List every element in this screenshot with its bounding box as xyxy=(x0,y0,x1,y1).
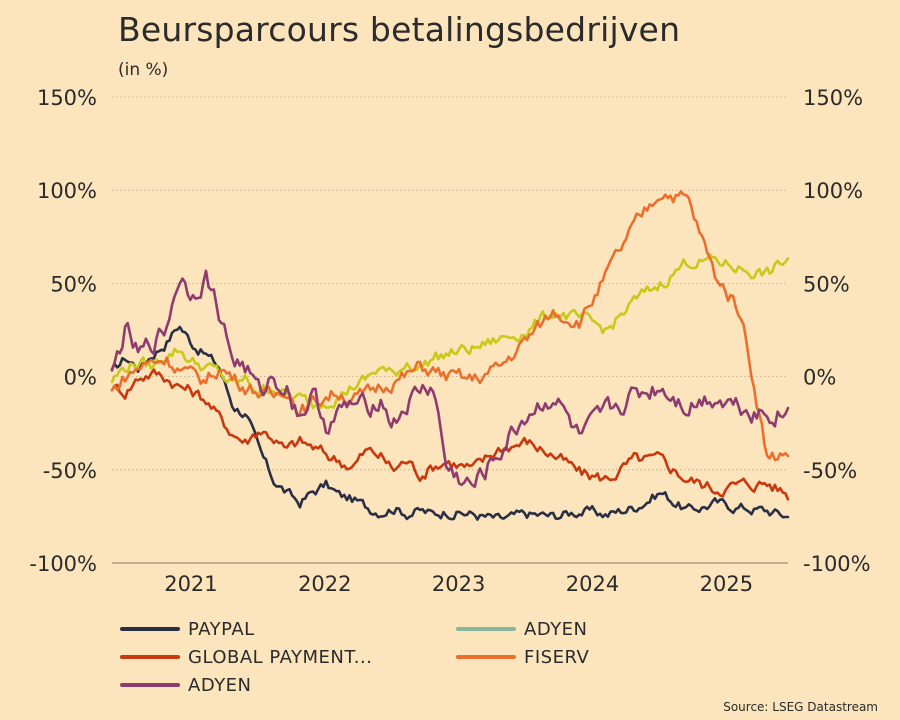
series-line-fiserv xyxy=(110,190,790,462)
legend-label: GLOBAL PAYMENT... xyxy=(188,646,373,668)
y-tick-label-left: -50% xyxy=(43,459,97,483)
series-line-global-payments xyxy=(110,368,790,501)
y-tick-label-right: 50% xyxy=(803,272,850,296)
y-tick-label-right: -100% xyxy=(803,552,871,576)
legend-item-paypal: PAYPAL xyxy=(120,616,255,642)
legend-label: FISERV xyxy=(524,646,590,668)
legend: PAYPAL ADYEN GLOBAL PAYMENT... FISERV AD… xyxy=(120,616,680,700)
legend-label: ADYEN xyxy=(524,618,588,640)
legend-item-adyen-purple: ADYEN xyxy=(120,672,252,698)
series-line-adyen-green xyxy=(110,252,790,410)
legend-item-fiserv: FISERV xyxy=(456,644,589,670)
y-tick-label-left: 100% xyxy=(37,179,97,203)
series-line-adyen-purple xyxy=(110,269,790,489)
x-tick-label: 2021 xyxy=(164,572,217,596)
legend-swatch xyxy=(456,627,516,631)
y-tick-label-left: -100% xyxy=(29,552,97,576)
x-tick-label: 2024 xyxy=(566,572,619,596)
legend-label: PAYPAL xyxy=(188,618,255,640)
source-note: Source: LSEG Datastream xyxy=(723,700,878,714)
y-tick-label-left: 0% xyxy=(64,366,97,390)
legend-item-global-payments: GLOBAL PAYMENT... xyxy=(120,644,372,670)
y-tick-label-left: 50% xyxy=(50,272,97,296)
y-tick-label-right: 0% xyxy=(803,366,836,390)
legend-item-adyen-green: ADYEN xyxy=(456,616,588,642)
legend-swatch xyxy=(120,683,180,687)
y-tick-label-right: 150% xyxy=(803,86,863,110)
y-tick-label-left: 150% xyxy=(37,86,97,110)
line-chart: 150% 150% 100% 100% 50% 50% 0% 0% -50% -50% -100% -… xyxy=(29,86,871,596)
x-tick-label: 2022 xyxy=(298,572,351,596)
y-tick-label-right: -50% xyxy=(803,459,857,483)
legend-swatch xyxy=(120,627,180,631)
x-tick-label: 2025 xyxy=(700,572,753,596)
x-tick-label: 2023 xyxy=(432,572,485,596)
legend-swatch xyxy=(456,655,516,659)
legend-swatch xyxy=(120,655,180,659)
chart-title: Beursparcours betalingsbedrijven xyxy=(118,10,681,49)
chart-subtitle: (in %) xyxy=(118,60,169,80)
y-tick-label-right: 100% xyxy=(803,179,863,203)
legend-label: ADYEN xyxy=(188,674,252,696)
